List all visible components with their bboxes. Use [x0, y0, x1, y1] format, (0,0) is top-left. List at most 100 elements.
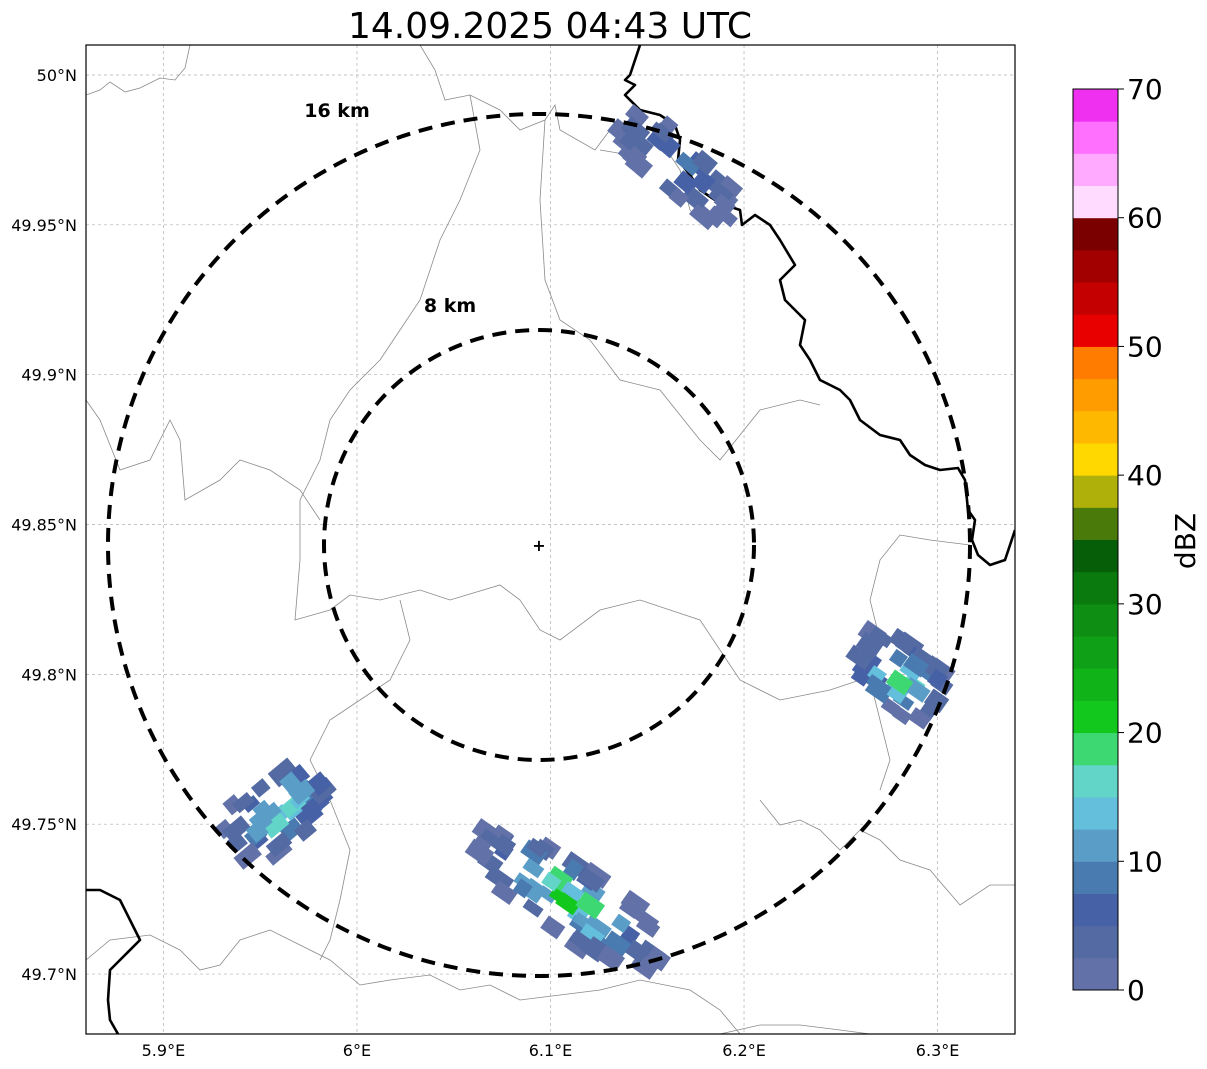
echo-bin: [611, 913, 632, 934]
echo-bin: [512, 878, 533, 899]
lon-tick-label: 5.9°E: [142, 1041, 186, 1060]
colorbar-segment: [1073, 507, 1118, 540]
colorbar-segment: [1073, 217, 1118, 251]
range-ring-16km: [106, 112, 972, 978]
echo-bin: [625, 104, 649, 128]
colorbar-segment: [1073, 796, 1118, 830]
echo-bin: [241, 795, 261, 813]
echo-bin: [233, 842, 262, 870]
range-rings: [106, 112, 972, 978]
echo-bin: [464, 838, 495, 867]
echo-bin: [490, 880, 518, 906]
lon-tick-label: 6.3°E: [916, 1041, 960, 1060]
colorbar-tick-label: 60: [1127, 202, 1163, 235]
echo-bin: [907, 707, 932, 730]
colorbar-tick-label: 50: [1127, 330, 1163, 363]
echo-bin: [265, 831, 293, 858]
echo-bin: [618, 894, 644, 920]
admin-border-south: [86, 929, 741, 1034]
colorbar-segment: [1073, 732, 1118, 766]
echo-bin: [245, 819, 269, 843]
echo-bin: [868, 626, 894, 649]
echo-bin: [888, 627, 918, 655]
range-ring-label-16km: 16 km: [304, 100, 370, 122]
colorbar-segment: [1073, 603, 1118, 637]
colorbar-segment: [1073, 925, 1118, 959]
echo-bin: [255, 801, 282, 827]
lat-tick-label: 49.7°N: [21, 965, 77, 984]
echo-bin: [222, 815, 251, 843]
colorbar-segment: [1073, 636, 1118, 669]
echo-bin: [691, 149, 718, 176]
echo-bin: [252, 799, 272, 819]
lat-tick-label: 49.9°N: [21, 366, 77, 385]
echo-bin: [927, 668, 948, 690]
echo-bin: [882, 678, 910, 704]
echo-bin: [713, 193, 736, 215]
admin-border-southeast: [719, 1024, 871, 1034]
echo-bin: [668, 187, 690, 208]
colorbar-tick-label: 40: [1127, 459, 1163, 492]
echo-bin: [675, 151, 701, 177]
colorbar: 0 10 20 30 40 50 60 70: [1072, 73, 1163, 1007]
lon-tick-label: 6°E: [343, 1041, 371, 1060]
echo-south: [464, 818, 671, 980]
echo-bin: [622, 144, 648, 170]
echo-bin: [690, 169, 716, 195]
colorbar-frame: [1072, 88, 1119, 991]
echo-bin: [711, 202, 738, 228]
echo-bin: [624, 939, 650, 964]
colorbar-segment: [1073, 668, 1118, 701]
echo-bin: [704, 205, 728, 229]
echo-bin: [575, 891, 606, 920]
lon-tick-label: 6.1°E: [529, 1041, 573, 1060]
echo-bin: [855, 631, 884, 659]
lat-tick-label: 49.8°N: [21, 665, 77, 684]
echo-bin: [885, 669, 914, 696]
echo-bin: [561, 881, 585, 902]
colorbar-tick-label: 70: [1127, 73, 1163, 106]
admin-border-east: [759, 799, 1015, 906]
colorbar-segment: [1073, 571, 1118, 605]
echo-bin: [293, 819, 317, 842]
colorbar-segment: [1073, 282, 1118, 315]
radar-site-marker: +: [532, 536, 545, 555]
echo-bin: [306, 771, 332, 797]
colorbar-tick-label: 0: [1127, 974, 1145, 1007]
colorbar-segment: [1073, 957, 1118, 991]
colorbar-segment: [1073, 346, 1118, 380]
admin-border-north: [86, 45, 191, 96]
colorbar-segment: [1073, 861, 1118, 894]
echo-bin: [232, 791, 255, 814]
lat-tick-label: 49.95°N: [11, 216, 77, 235]
echo-bin: [522, 858, 545, 879]
colorbar-segment: [1073, 314, 1118, 347]
admin-border-west-south: [309, 599, 411, 961]
admin-border-river-west: [539, 119, 821, 461]
axis-ticks: 5.9°E 6°E 6.1°E 6.2°E 6.3°E 50°N 49.95°N 49.9°N…: [11, 66, 959, 1060]
colorbar-segment: [1073, 378, 1118, 412]
echo-bin: [288, 778, 316, 806]
echo-bin: [717, 175, 744, 201]
colorbar-segment: [1073, 700, 1118, 734]
echo-bin: [522, 898, 544, 918]
echo-bin: [267, 757, 299, 788]
echo-bin: [867, 665, 887, 685]
colorbar-segment: [1073, 764, 1118, 798]
echo-bin: [865, 673, 892, 697]
admin-border-central-north: [419, 45, 641, 151]
colorbar-segment: [1073, 410, 1118, 444]
echo-bin: [540, 915, 566, 940]
echo-bin: [923, 688, 950, 714]
colorbar-segment: [1073, 153, 1118, 187]
colorbar-label: dBZ: [1169, 513, 1202, 569]
echo-east: [845, 620, 956, 730]
echo-bin: [250, 778, 271, 798]
echo-bin: [526, 837, 548, 858]
echo-bin: [577, 867, 605, 893]
admin-border-east-north: [869, 534, 971, 791]
colorbar-segment: [1073, 539, 1118, 573]
echo-southwest: [214, 757, 337, 870]
colorbar-segment: [1073, 89, 1118, 122]
